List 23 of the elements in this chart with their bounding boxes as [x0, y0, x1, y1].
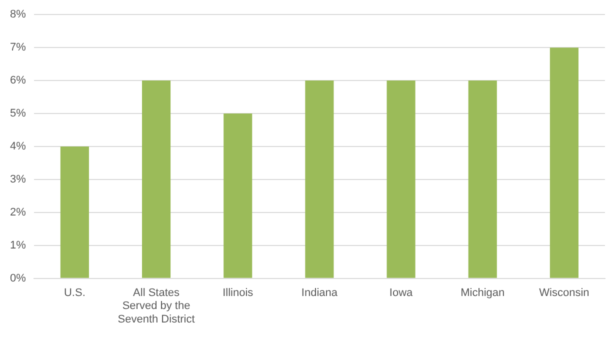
y-tick-label: 3% — [10, 174, 26, 186]
x-tick-label: Illinois — [222, 287, 254, 300]
x-tick-label: Michigan — [460, 287, 505, 300]
y-tick-label: 1% — [10, 239, 26, 252]
y-tick-label: 6% — [10, 74, 26, 87]
y-tick-label: 7% — [10, 42, 26, 54]
bar — [550, 48, 578, 278]
bar — [224, 114, 252, 278]
bar — [142, 80, 171, 278]
x-tick-label: Iowa — [389, 287, 414, 300]
bar — [305, 80, 334, 278]
y-tick-label: 8% — [10, 8, 26, 21]
bar — [386, 80, 416, 278]
bar — [468, 80, 497, 278]
x-tick-label: All States Served by the Seventh District — [118, 287, 195, 326]
x-tick-label: U.S. — [64, 287, 86, 300]
y-tick-label: 4% — [10, 140, 26, 153]
x-tick-label: Wisconsin — [539, 287, 590, 300]
bar — [60, 146, 89, 278]
y-tick-label: 5% — [10, 108, 26, 120]
y-tick-label: 0% — [10, 272, 26, 284]
x-tick-label: Indiana — [301, 287, 338, 300]
y-tick-label: 2% — [10, 206, 26, 218]
